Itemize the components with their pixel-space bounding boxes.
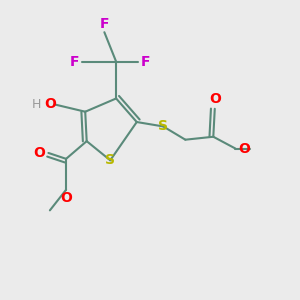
Text: O: O bbox=[44, 98, 56, 111]
Text: O: O bbox=[60, 191, 72, 205]
Text: O: O bbox=[209, 92, 221, 106]
Text: H: H bbox=[32, 98, 41, 111]
Text: S: S bbox=[158, 119, 168, 134]
Text: O: O bbox=[34, 146, 46, 160]
Text: F: F bbox=[141, 55, 151, 69]
Text: O: O bbox=[238, 142, 250, 155]
Text: F: F bbox=[70, 55, 79, 69]
Text: F: F bbox=[100, 17, 109, 31]
Text: S: S bbox=[105, 153, 115, 167]
